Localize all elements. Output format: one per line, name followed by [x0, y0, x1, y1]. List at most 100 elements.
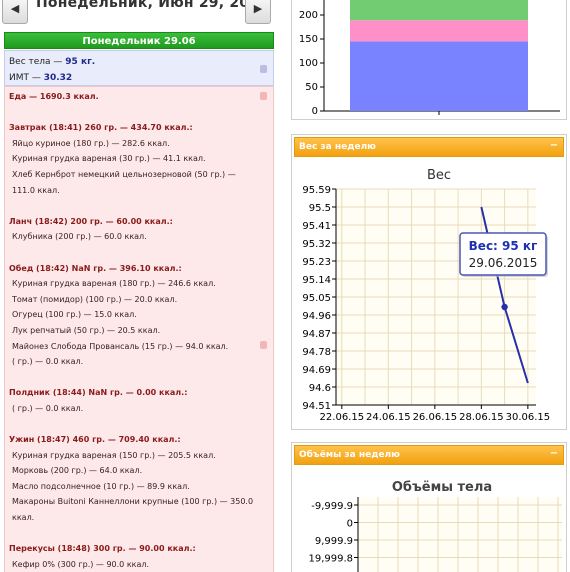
- y-tick-label: 95.05: [302, 293, 331, 304]
- bmi-label: ИМТ —: [9, 73, 44, 83]
- stacked-bar-chart: 050100150200250: [299, 0, 560, 117]
- arrow-left-icon: ◀: [10, 2, 20, 15]
- y-tick-label: 200: [299, 10, 318, 21]
- stacked-bar-panel: 050100150200250: [291, 0, 567, 120]
- y-tick-label: 94.6: [309, 383, 331, 394]
- tooltip-date: 29.06.2015: [469, 256, 538, 270]
- volumes-week-panel: Объёмы за неделю − Объёмы тела -9,999.9 0 9…: [291, 442, 567, 572]
- meal-item: Томат (помидор) (100 гр.) — 20.0 ккал.: [12, 294, 178, 304]
- meals-list: Еда — 1690.3 ккал. Завтрак (18:41) 260 гр…: [4, 86, 274, 572]
- meal-item: Кефир 0% (300 гр.) — 90.0 ккал.: [12, 559, 150, 569]
- meal-item: Хлеб Кернброт немецкий цельнозерновой (5…: [12, 169, 236, 179]
- edit-icon[interactable]: [260, 341, 267, 349]
- y-tick-label: 95.14: [302, 275, 331, 286]
- meal-item: Морковь (200 гр.) — 64.0 ккал.: [12, 466, 143, 476]
- spacer: [9, 416, 269, 432]
- y-tick-label: 95.32: [302, 239, 331, 250]
- panel-title: Объёмы за неделю: [299, 450, 400, 460]
- bar-segment: [350, 41, 528, 111]
- spacer: [9, 370, 269, 386]
- weight-value: 95 кг.: [65, 57, 96, 67]
- meal-item: Макароны Buitoni Каннеллони крупные (100…: [12, 497, 254, 507]
- y-tick-label: 95.41: [302, 221, 331, 232]
- date-navigator: ◀ Понедельник, Июн 29, 2015 ▶: [0, 0, 282, 28]
- weight-line-chart: Вес 94.51 94.6 94.69 94.78 94.87 94.96 95.05 95.…: [302, 168, 551, 423]
- edit-icon[interactable]: [260, 92, 267, 100]
- minimize-icon[interactable]: −: [549, 448, 559, 459]
- body-summary: Вес тела — 95 кг. ИМТ — 30.32: [4, 50, 274, 86]
- x-tick-label: 22.06.15: [320, 412, 365, 423]
- y-tick-label: 100: [299, 58, 318, 69]
- panel-header[interactable]: Вес за неделю −: [294, 137, 564, 157]
- meal-item: Масло подсолнечное (10 гр.) — 89.9 ккал.: [12, 481, 190, 491]
- x-tick-label: 30.06.15: [506, 412, 551, 423]
- spacer: [9, 105, 269, 121]
- arrow-right-icon: ▶: [253, 2, 263, 15]
- y-tick-label: 150: [299, 34, 318, 45]
- meal-header: Обед (18:42) NaN гр. — 396.10 ккал.:: [9, 263, 182, 273]
- weight-label: Вес тела —: [9, 57, 66, 67]
- y-tick-label: 95.5: [309, 203, 331, 214]
- data-point: [501, 303, 508, 311]
- spacer: [9, 526, 269, 542]
- weight-week-panel: Вес за неделю − Вес 94.51 94.6 94.69 94.78 94…: [291, 134, 567, 430]
- prev-day-button[interactable]: ◀: [2, 0, 28, 24]
- meal-header: Еда — 1690.3 ккал.: [9, 92, 99, 101]
- meal-item: Куриная грудка вареная (150 гр.) — 205.5…: [12, 450, 216, 460]
- meal-item: ( гр.) — 0.0 ккал.: [12, 357, 84, 367]
- meal-header: Ужин (18:47) 460 гр. — 709.40 ккал.:: [9, 435, 181, 445]
- y-tick-label: 94.87: [302, 329, 331, 340]
- meal-item: ккал.: [12, 513, 35, 523]
- tooltip-label: Вес: 95 кг: [469, 239, 538, 253]
- next-day-button[interactable]: ▶: [245, 0, 271, 24]
- meal-item: ( гр.) — 0.0 ккал.: [12, 403, 84, 413]
- y-tick-label: 95.23: [302, 257, 331, 268]
- meal-item: Куриная грудка вареная (180 гр.) — 246.6…: [12, 279, 216, 289]
- bar-segment: [350, 0, 528, 21]
- spacer: [9, 198, 269, 214]
- y-tick-label: 94.69: [302, 365, 331, 376]
- panel-title: Вес за неделю: [299, 142, 376, 152]
- edit-icon[interactable]: [260, 65, 267, 73]
- date-title: Понедельник, Июн 29, 2015: [36, 0, 270, 11]
- y-tick-label: 50: [305, 82, 318, 93]
- meal-item: Яйцо куриное (180 гр.) — 282.6 ккал.: [12, 138, 170, 148]
- day-column: ◀ Понедельник, Июн 29, 2015 ▶ Понедельни…: [0, 0, 282, 572]
- bar-segment: [350, 20, 528, 42]
- meal-item: Огурец (100 гр.) — 15.0 ккал.: [12, 310, 137, 320]
- y-tick-label: 19,999.8: [308, 554, 353, 565]
- y-tick-label: 94.78: [302, 347, 331, 358]
- x-tick-label: 26.06.15: [413, 412, 458, 423]
- meal-item: 111.0 ккал.: [12, 185, 60, 195]
- bmi-line: ИМТ — 30.32: [9, 70, 269, 86]
- y-tick-label: 0: [312, 106, 318, 117]
- meal-header: Перекусы (18:48) 300 гр. — 90.00 ккал.:: [9, 544, 196, 554]
- y-tick-label: 95.59: [302, 185, 331, 196]
- day-header: Понедельник 29.06: [4, 32, 274, 49]
- y-tick-label: -9,999.9: [311, 501, 353, 512]
- meal-item: Майонез Слобода Провансаль (15 гр.) — 94…: [12, 341, 229, 351]
- meal-header: Полдник (18:44) NaN гр. — 0.00 ккал.:: [9, 388, 188, 398]
- x-tick-label: 28.06.15: [459, 412, 504, 423]
- volumes-line-chart: Объёмы тела-9,999.909,999.919,999.829,99…: [308, 480, 562, 572]
- bmi-value: 30.32: [43, 73, 73, 83]
- y-tick-label: 94.51: [302, 401, 331, 412]
- minimize-icon[interactable]: −: [549, 140, 559, 151]
- meal-header: Ланч (18:42) 200 гр. — 60.00 ккал.:: [9, 216, 173, 226]
- tooltip-box: [459, 232, 547, 276]
- meal-item: Клубника (200 гр.) — 60.0 ккал.: [12, 232, 147, 242]
- y-tick-label: 0: [347, 519, 353, 530]
- spacer: [9, 245, 269, 261]
- weight-line: Вес тела — 95 кг.: [9, 54, 269, 70]
- chart-title: Вес: [427, 168, 451, 183]
- panel-header[interactable]: Объёмы за неделю −: [294, 445, 564, 465]
- meal-header: Завтрак (18:41) 260 гр. — 434.70 ккал.:: [9, 123, 193, 133]
- chart-title: Объёмы тела: [392, 480, 492, 495]
- plot-area: [358, 497, 562, 572]
- meal-item: Куриная грудка вареная (30 гр.) — 41.1 к…: [12, 154, 206, 164]
- y-tick-label: 9,999.9: [315, 536, 353, 547]
- x-tick-label: 24.06.15: [366, 412, 411, 423]
- meal-item: Лук репчатый (50 гр.) — 20.5 ккал.: [12, 325, 161, 335]
- y-tick-label: 94.96: [302, 311, 331, 322]
- charts-column: 050100150200250 Вес за неделю − Вес94.51…: [288, 0, 570, 572]
